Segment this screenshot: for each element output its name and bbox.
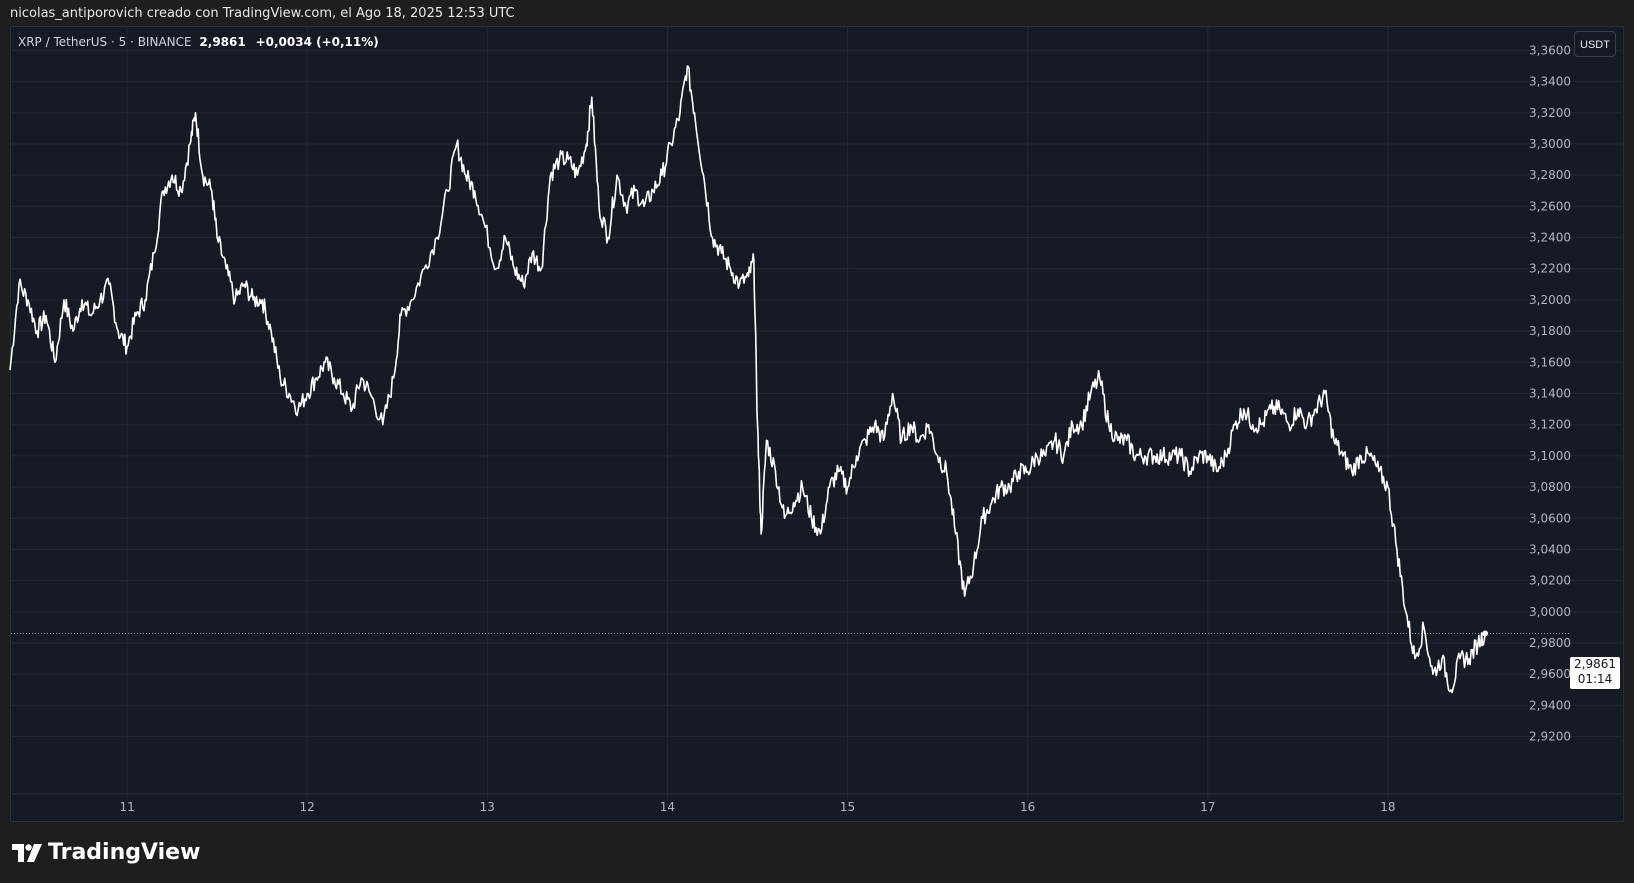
y-tick-label: 3,3600	[1529, 43, 1571, 57]
x-tick-label: 14	[660, 800, 675, 814]
symbol-info: XRP / TetherUS · 5 · BINANCE 2,9861 +0,0…	[18, 35, 379, 49]
tradingview-logo[interactable]: TradingView	[12, 840, 200, 865]
x-tick-label: 15	[840, 800, 855, 814]
price-series-line	[9, 65, 1486, 694]
currency-button[interactable]: USDT	[1574, 31, 1616, 57]
x-tick-label: 13	[480, 800, 495, 814]
bar-countdown: 01:14	[1577, 672, 1613, 686]
symbol-name: XRP / TetherUS · 5 · BINANCE	[18, 35, 192, 49]
y-tick-label: 3,0200	[1529, 574, 1571, 588]
x-tick-label: 16	[1020, 800, 1035, 814]
tradingview-logo-icon	[12, 843, 42, 862]
x-tick-label: 12	[300, 800, 315, 814]
y-tick-label: 3,2400	[1529, 231, 1571, 245]
y-tick-label: 2,9800	[1529, 636, 1571, 650]
y-tick-label: 3,0400	[1529, 542, 1571, 556]
logo-text: TradingView	[48, 840, 201, 865]
symbol-price: 2,9861	[199, 35, 246, 49]
symbol-change: +0,0034 (+0,11%)	[255, 35, 379, 49]
y-tick-label: 3,0000	[1529, 605, 1571, 619]
last-price-point	[1482, 630, 1489, 637]
y-tick-label: 3,1200	[1529, 418, 1571, 432]
x-tick-label: 18	[1380, 800, 1395, 814]
y-tick-label: 3,2600	[1529, 199, 1571, 213]
y-tick-label: 2,9600	[1529, 667, 1571, 681]
y-tick-label: 3,2000	[1529, 293, 1571, 307]
attribution-text: nicolas_antiporovich creado con TradingV…	[10, 6, 515, 21]
y-tick-label: 3,2200	[1529, 262, 1571, 276]
y-tick-label: 3,0800	[1529, 480, 1571, 494]
current-price-value: 2,9861	[1574, 657, 1616, 671]
y-tick-label: 3,0600	[1529, 511, 1571, 525]
y-tick-label: 3,1400	[1529, 387, 1571, 401]
x-tick-label: 17	[1200, 800, 1215, 814]
current-price-tag: 2,9861 01:14	[1570, 657, 1620, 689]
y-tick-label: 2,9400	[1529, 698, 1571, 712]
y-tick-label: 3,1600	[1529, 355, 1571, 369]
y-tick-label: 2,9200	[1529, 730, 1571, 744]
y-tick-label: 3,1000	[1529, 449, 1571, 463]
y-tick-label: 3,2800	[1529, 168, 1571, 182]
y-tick-label: 3,3400	[1529, 75, 1571, 89]
chart-frame[interactable]	[10, 26, 1624, 822]
y-tick-label: 3,1800	[1529, 324, 1571, 338]
x-tick-label: 11	[119, 800, 134, 814]
y-tick-label: 3,3200	[1529, 106, 1571, 120]
y-tick-label: 3,3000	[1529, 137, 1571, 151]
